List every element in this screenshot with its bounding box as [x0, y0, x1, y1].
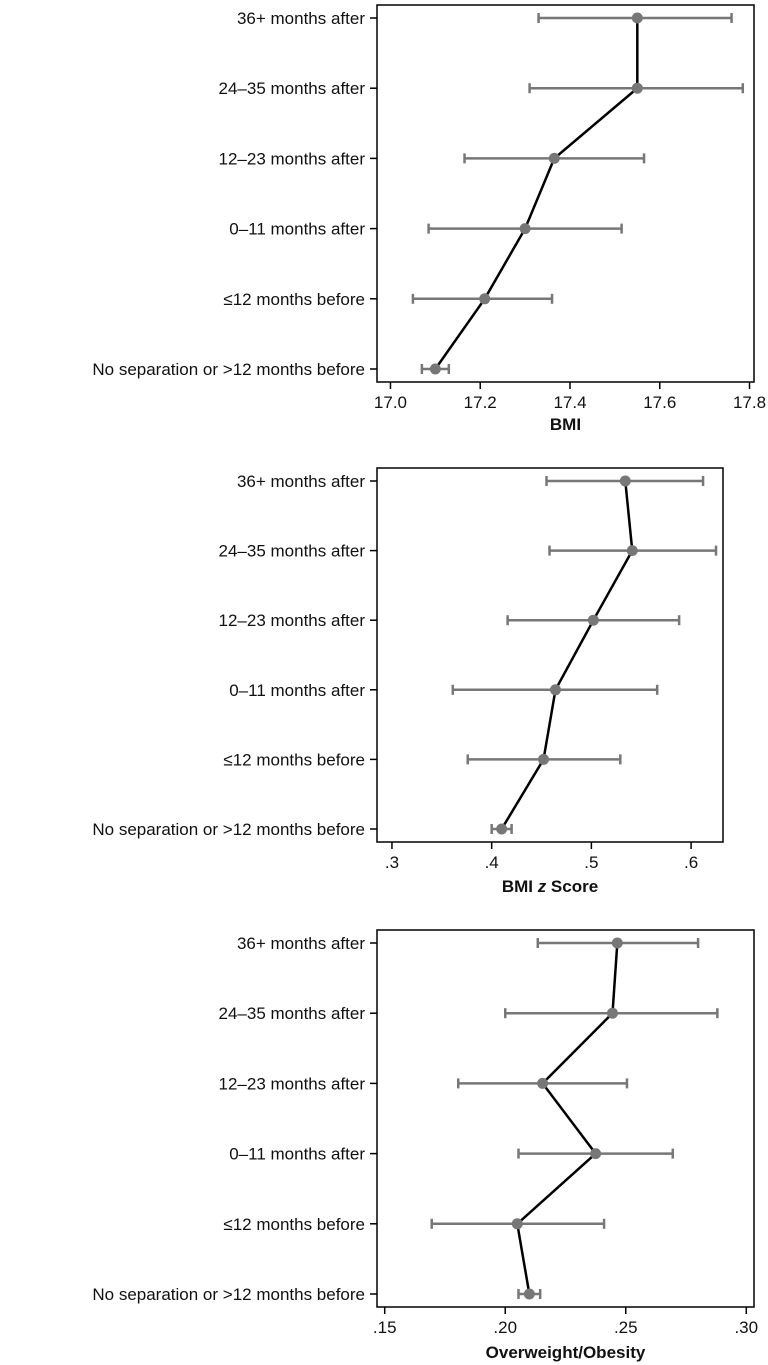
x-tick-label: 17.0	[374, 393, 407, 412]
estimate-point	[548, 152, 560, 164]
x-tick-label: .4	[485, 853, 499, 872]
plot-frame	[376, 467, 724, 843]
category-label: 36+ months after	[237, 934, 365, 953]
category-label: 36+ months after	[237, 472, 365, 491]
category-label: 0–11 months after	[229, 220, 365, 239]
estimate-point	[479, 293, 491, 305]
x-axis-title: Overweight/Obesity	[486, 1343, 646, 1362]
x-axis-title: BMI	[550, 415, 581, 434]
estimate-point	[626, 545, 638, 557]
x-tick-label: .25	[614, 1318, 638, 1337]
x-tick-label: .20	[493, 1318, 517, 1337]
chart-panel-2: 36+ months after 24–35 months after 12–23 …	[92, 467, 724, 896]
estimate-point	[590, 1148, 602, 1160]
category-label: 0–11 months after	[229, 681, 365, 700]
estimate-point	[587, 614, 599, 626]
estimate-point	[519, 223, 531, 235]
chart-panel-1: 36+ months after 24–35 months after 12–23 …	[92, 4, 766, 434]
estimate-point	[511, 1218, 523, 1230]
x-tick-label: 17.4	[553, 393, 586, 412]
estimate-point	[496, 823, 508, 835]
x-tick-label: 17.8	[733, 393, 766, 412]
category-label: No separation or >12 months before	[92, 820, 365, 839]
category-label: No separation or >12 months before	[92, 360, 365, 379]
category-label: 36+ months after	[237, 9, 365, 28]
x-axis-title: BMI z Score	[502, 877, 598, 896]
trend-line	[515, 942, 619, 1295]
x-tick-label: .30	[734, 1318, 758, 1337]
category-label: ≤12 months before	[223, 750, 365, 769]
category-label: 12–23 months after	[219, 1074, 366, 1093]
plot-frame	[376, 4, 755, 383]
estimate-point	[429, 363, 441, 375]
category-label: ≤12 months before	[223, 290, 365, 309]
category-label: 24–35 months after	[219, 79, 366, 98]
x-tick-label: .6	[684, 853, 698, 872]
category-label: 24–35 months after	[219, 542, 366, 561]
estimate-point	[619, 475, 631, 487]
x-tick-label: 17.2	[464, 393, 497, 412]
x-tick-label: .15	[373, 1318, 397, 1337]
estimate-point	[538, 753, 550, 765]
estimate-point	[631, 82, 643, 94]
x-tick-label: .3	[385, 853, 399, 872]
chart-panel-3: 36+ months after 24–35 months after 12–23 …	[92, 929, 758, 1362]
estimate-point	[523, 1288, 535, 1300]
category-label: 12–23 months after	[219, 611, 366, 630]
estimate-point	[537, 1077, 549, 1089]
category-label: 12–23 months after	[219, 149, 366, 168]
trend-line	[500, 480, 634, 830]
x-tick-label: 17.6	[643, 393, 676, 412]
x-tick-label: .5	[584, 853, 598, 872]
category-label: No separation or >12 months before	[92, 1285, 365, 1304]
category-label: 24–35 months after	[219, 1004, 366, 1023]
estimate-point	[631, 12, 643, 24]
category-label: ≤12 months before	[223, 1215, 365, 1234]
category-label: 0–11 months after	[229, 1145, 365, 1164]
plot-frame	[376, 929, 755, 1308]
trend-line	[434, 18, 639, 370]
estimate-point	[611, 937, 623, 949]
estimate-point	[549, 684, 561, 696]
estimate-point	[607, 1007, 619, 1019]
